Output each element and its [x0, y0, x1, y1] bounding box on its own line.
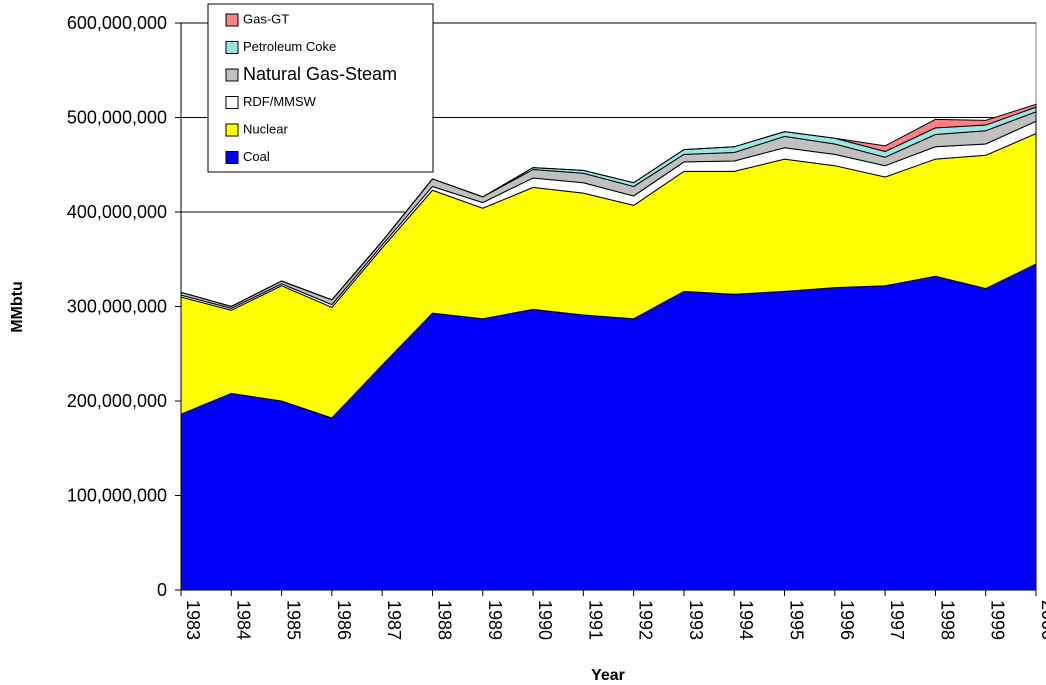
y-tick-label: 0: [157, 580, 167, 600]
x-tick-label: 1986: [334, 600, 354, 640]
legend: Coal Nuclear RDF/MMSW Natural Gas-Steam Petr…: [207, 3, 434, 173]
x-tick-label: 1995: [787, 600, 807, 640]
y-tick-label: 100,000,000: [67, 486, 167, 506]
y-axis-title: MMbtu: [9, 281, 26, 333]
legend-swatch: [225, 41, 239, 54]
y-tick-label: 500,000,000: [67, 108, 167, 128]
x-tick-label: 1991: [585, 600, 605, 640]
x-tick-label: 1992: [636, 600, 656, 640]
legend-box: [207, 3, 434, 173]
area: [180, 103, 1037, 308]
legend-label: Nuclear: [243, 121, 288, 136]
legend-swatch: [225, 96, 239, 109]
x-tick-label: 1993: [686, 600, 706, 640]
legend-swatch: [225, 13, 239, 27]
y-tick-label: 200,000,000: [67, 391, 167, 411]
x-tick-label: 1989: [485, 600, 505, 640]
x-tick-label: 1987: [384, 600, 404, 640]
y-tick-label: 400,000,000: [67, 202, 167, 222]
x-tick-label: 1998: [937, 600, 957, 640]
legend-swatch: [225, 123, 239, 137]
legend-label: Coal: [243, 149, 270, 164]
x-tick-label: 1988: [434, 600, 454, 640]
legend-label: Petroleum Coke: [243, 39, 336, 54]
x-tick-label: 1990: [535, 600, 555, 640]
x-axis-title: Year: [591, 667, 625, 684]
x-tick-label: 1983: [183, 600, 203, 640]
x-tick-label: 1996: [837, 600, 857, 640]
legend-label: RDF/MMSW: [243, 94, 317, 109]
x-tick-label: 1999: [988, 600, 1008, 640]
x-tick-label: 1997: [887, 600, 907, 640]
x-tick-label: 2000: [1038, 600, 1046, 640]
legend-label: Natural Gas-Steam: [243, 64, 397, 84]
x-tick-label: 1994: [736, 600, 756, 640]
legend-swatch: [225, 151, 239, 164]
y-tick-label: 600,000,000: [67, 13, 167, 33]
legend-swatch: [225, 68, 239, 82]
legend-label: Gas-GT: [243, 11, 289, 26]
x-tick-label: 1984: [233, 600, 253, 640]
y-tick-label: 300,000,000: [67, 297, 167, 317]
x-tick-label: 1985: [284, 600, 304, 640]
